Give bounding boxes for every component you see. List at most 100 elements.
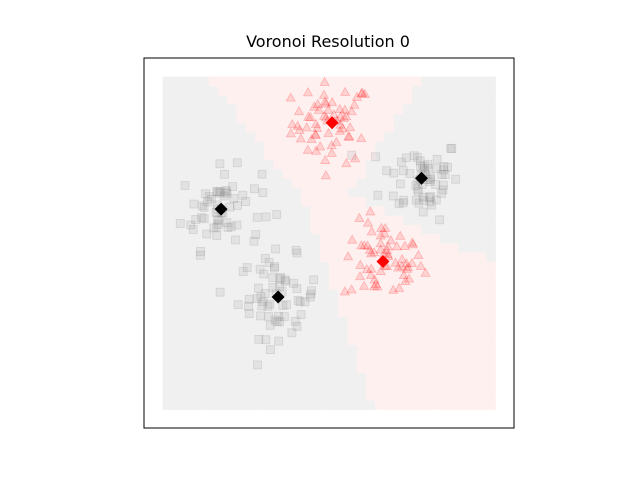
voronoi-cell — [301, 354, 311, 364]
voronoi-cell — [255, 224, 265, 235]
voronoi-cell — [467, 354, 478, 364]
voronoi-cell — [412, 132, 422, 142]
voronoi-cell — [236, 270, 247, 281]
red-sample-triangle — [395, 230, 406, 240]
red-sample-triangle — [326, 139, 337, 150]
voronoi-cell — [347, 141, 358, 151]
voronoi-cell — [412, 400, 422, 410]
voronoi-cell — [264, 224, 274, 235]
voronoi-cell — [486, 289, 496, 299]
voronoi-cell — [338, 261, 348, 272]
red-sample-triangle — [310, 129, 321, 139]
red-sample-triangle — [319, 96, 331, 106]
voronoi-cell — [412, 76, 422, 87]
voronoi-cell — [384, 261, 395, 272]
voronoi-cell — [458, 298, 469, 309]
voronoi-cell — [264, 150, 274, 161]
voronoi-cell — [467, 132, 478, 142]
gray-sample-square — [371, 152, 380, 162]
voronoi-cell — [245, 159, 256, 170]
voronoi-cell — [440, 141, 450, 151]
voronoi-cell — [440, 326, 450, 336]
voronoi-cell — [338, 400, 348, 410]
voronoi-cell — [403, 215, 413, 225]
gray-sample-square — [446, 143, 456, 153]
voronoi-cell — [338, 317, 348, 327]
gray-sample-square — [281, 276, 291, 286]
voronoi-cell — [430, 243, 441, 253]
gray-sample-square — [282, 300, 291, 310]
voronoi-cell — [440, 391, 450, 401]
voronoi-cell — [292, 122, 302, 133]
voronoi-cell — [218, 363, 228, 373]
voronoi-cell — [227, 298, 237, 309]
gray-sample-square — [426, 192, 436, 202]
voronoi-cell — [162, 196, 173, 207]
voronoi-cell — [255, 307, 265, 318]
voronoi-cell — [319, 169, 330, 179]
voronoi-cell — [282, 178, 293, 188]
voronoi-cell — [255, 280, 265, 290]
voronoi-cell — [393, 187, 404, 198]
voronoi-cell — [218, 344, 228, 355]
voronoi-cell — [477, 104, 487, 114]
gray-sample-square — [432, 164, 442, 174]
voronoi-cell — [393, 122, 404, 133]
voronoi-cell — [319, 233, 330, 244]
red-sample-triangle — [366, 248, 377, 258]
voronoi-cell — [218, 400, 228, 410]
voronoi-cell — [393, 178, 404, 188]
voronoi-cell — [347, 280, 358, 290]
voronoi-cell — [393, 196, 404, 207]
voronoi-cell — [421, 215, 432, 225]
gray-sample-square — [251, 230, 261, 240]
voronoi-cell — [430, 289, 441, 299]
voronoi-cell — [227, 141, 237, 151]
voronoi-cell — [329, 298, 339, 309]
voronoi-cell — [412, 159, 422, 170]
red-centroid-diamond — [376, 255, 390, 268]
voronoi-cell — [458, 141, 469, 151]
voronoi-cell — [412, 206, 422, 216]
voronoi-cell — [329, 354, 339, 364]
voronoi-cell — [264, 372, 274, 383]
voronoi-cell — [403, 206, 413, 216]
voronoi-cell — [384, 206, 395, 216]
voronoi-cell — [403, 317, 413, 327]
red-sample-triangle — [319, 76, 330, 87]
voronoi-cell — [227, 178, 237, 188]
voronoi-cell — [171, 252, 182, 262]
voronoi-cell — [440, 196, 450, 207]
voronoi-cell — [218, 270, 228, 281]
red-sample-triangle — [396, 260, 408, 271]
red-sample-triangle — [334, 125, 346, 135]
voronoi-cell — [181, 326, 191, 336]
voronoi-cell — [486, 206, 496, 216]
voronoi-cell — [171, 307, 182, 318]
voronoi-cell — [273, 391, 284, 401]
voronoi-cell — [467, 85, 478, 96]
voronoi-cell — [319, 76, 330, 87]
voronoi-cell — [199, 233, 210, 244]
voronoi-cell — [171, 122, 182, 133]
gray-sample-square — [401, 153, 411, 163]
voronoi-cell — [421, 159, 432, 170]
voronoi-cell — [375, 132, 385, 142]
voronoi-cell — [384, 178, 395, 188]
voronoi-cell — [449, 76, 459, 87]
voronoi-cell — [236, 113, 247, 124]
voronoi-cell — [440, 261, 450, 272]
voronoi-cell — [292, 354, 302, 364]
voronoi-cell — [236, 317, 247, 327]
red-sample-triangle — [362, 217, 374, 227]
voronoi-cell — [384, 113, 395, 124]
gray-sample-square — [307, 286, 316, 296]
gray-sample-square — [437, 170, 447, 179]
voronoi-cell — [208, 122, 219, 133]
voronoi-cell — [477, 289, 487, 299]
voronoi-cell — [412, 233, 422, 244]
voronoi-cell — [292, 224, 302, 235]
voronoi-cell — [319, 206, 330, 216]
voronoi-cell — [329, 85, 339, 96]
gray-sample-square — [254, 334, 264, 344]
